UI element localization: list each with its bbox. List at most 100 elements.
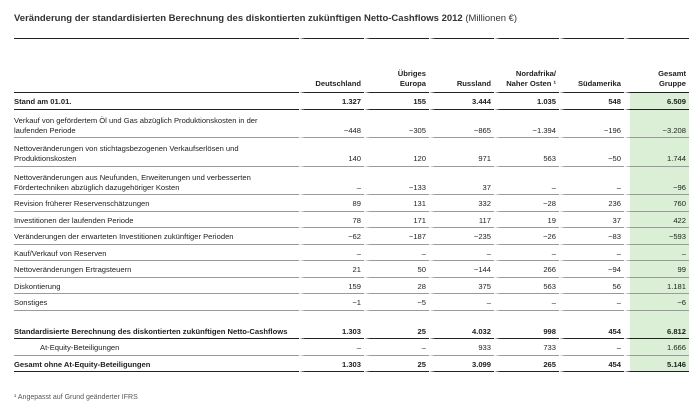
value-cell: 140 [299,138,364,167]
value-cell: 563 [494,138,559,167]
total-cell: −593 [624,228,689,245]
value-cell: – [299,339,364,356]
title-unit: (Millionen €) [465,13,518,24]
total-cell: 6.509 [624,93,689,110]
value-cell: 265 [494,355,559,372]
table-row: Nettoveränderungen Ertragsteuern 21 50 −144… [14,261,689,278]
value-cell: 159 [299,277,364,294]
row-label: Revision früherer Reservenschätzungen [14,195,299,212]
value-cell: 971 [429,138,494,167]
value-cell: −94 [559,261,624,278]
table-row: Nettoveränderungen aus Neufunden, Erweit… [14,166,689,195]
total-cell: 1.181 [624,277,689,294]
value-cell: 4.032 [429,310,494,339]
value-cell: 1.303 [299,355,364,372]
value-cell: – [364,339,429,356]
table-row: Diskontierung 159 28 375 563 56 1.181 [14,277,689,294]
value-cell: −5 [364,294,429,311]
table-row: Nettoveränderungen von stichtagsbezogene… [14,138,689,167]
row-label: Nettoveränderungen Ertragsteuern [14,261,299,278]
total-cell: 422 [624,211,689,228]
value-cell: 1.303 [299,310,364,339]
total-cell: 99 [624,261,689,278]
value-cell: −26 [494,228,559,245]
column-header-total: Gesamt Gruppe [624,38,689,93]
value-cell: 21 [299,261,364,278]
value-cell: 25 [364,310,429,339]
total-cell: −96 [624,166,689,195]
column-header: Deutschland [299,38,364,93]
value-cell: −50 [559,138,624,167]
row-label: Nettoveränderungen aus Neufunden, Erweit… [14,167,299,195]
value-cell: 120 [364,138,429,167]
row-label: At-Equity-Beteiligungen [14,339,299,356]
value-cell: 1.327 [299,93,364,110]
value-cell: 563 [494,277,559,294]
table-row: At-Equity-Beteiligungen – –933 733–1.666 [14,339,689,356]
value-cell: −865 [429,109,494,138]
row-label: Nettoveränderungen von stichtagsbezogene… [14,138,299,167]
value-cell: 454 [559,355,624,372]
value-cell: 50 [364,261,429,278]
value-cell: 19 [494,211,559,228]
value-cell: – [429,244,494,261]
cashflow-table: Deutschland Übriges Europa Russland Nord… [14,38,689,372]
value-cell: – [494,166,559,195]
table-row: Veränderungen der erwarteten Investition… [14,228,689,245]
value-cell: – [429,294,494,311]
title-text: Veränderung der standardisierten Berechn… [14,13,463,24]
value-cell: 236 [559,195,624,212]
total-cell: 5.146 [624,355,689,372]
column-header: Nordafrika/ Naher Osten ¹ [494,38,559,93]
value-cell: 998 [494,310,559,339]
row-label: Investitionen der laufenden Periode [14,212,299,228]
footnote: ¹ Angepasst auf Grund geänderter IFRS [14,394,138,401]
value-cell: −1 [299,294,364,311]
value-cell: 548 [559,93,624,110]
value-cell: 37 [429,166,494,195]
value-cell: – [299,244,364,261]
value-cell: 375 [429,277,494,294]
value-cell: – [559,294,624,311]
value-cell: −187 [364,228,429,245]
value-cell: 454 [559,310,624,339]
value-cell: −448 [299,109,364,138]
total-cell: 1.666 [624,339,689,356]
total-cell: 760 [624,195,689,212]
value-cell: 1.035 [494,93,559,110]
value-cell: −196 [559,109,624,138]
table-title: Veränderung der standardisierten Berechn… [14,13,517,24]
value-cell: 37 [559,211,624,228]
row-label: Standardisierte Berechnung des diskontie… [14,311,299,339]
value-cell: 733 [494,339,559,356]
value-cell: 117 [429,211,494,228]
header-label-cell [14,38,299,93]
column-header: Russland [429,38,494,93]
value-cell: 266 [494,261,559,278]
total-cell: 6.812 [624,310,689,339]
table-row: Sonstiges −1 −5– – – −6 [14,294,689,311]
row-label: Gesamt ohne At-Equity-Beteiligungen [14,356,299,372]
total-cell: 1.744 [624,138,689,167]
value-cell: −305 [364,109,429,138]
value-cell: – [494,244,559,261]
value-cell: −83 [559,228,624,245]
value-cell: 56 [559,277,624,294]
total-cell: – [624,244,689,261]
table-row: Verkauf von gefördertem Öl und Gas abzüg… [14,109,689,138]
value-cell: 171 [364,211,429,228]
value-cell: – [559,166,624,195]
total-cell: −6 [624,294,689,311]
table-row: Standardisierte Berechnung des diskontie… [14,310,689,339]
value-cell: −235 [429,228,494,245]
value-cell: – [494,294,559,311]
row-label: Verkauf von gefördertem Öl und Gas abzüg… [14,110,299,138]
value-cell: – [559,339,624,356]
value-cell: 78 [299,211,364,228]
header-row: Deutschland Übriges Europa Russland Nord… [14,38,689,93]
table-row: Gesamt ohne At-Equity-Beteiligungen 1.303… [14,355,689,372]
table-row: Stand am 01.01. 1.327 155 3.444 1.035 548 6.50… [14,93,689,110]
value-cell: −62 [299,228,364,245]
value-cell: 25 [364,355,429,372]
value-cell: 155 [364,93,429,110]
